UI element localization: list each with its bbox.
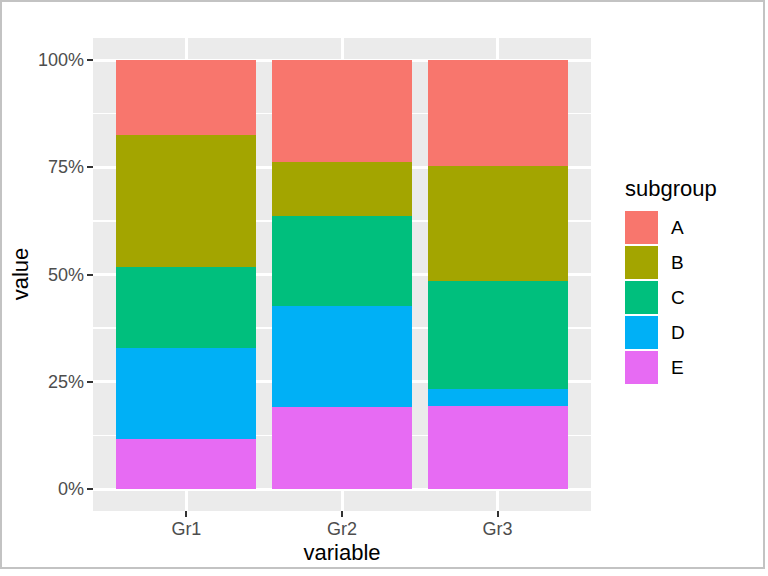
bar-segment-Gr3-B [428, 166, 568, 281]
plot-panel [93, 38, 591, 511]
legend-swatch-E [625, 351, 658, 384]
bar-segment-Gr3-A [428, 60, 568, 166]
bar-segment-Gr3-C [428, 281, 568, 389]
y-tick-mark [87, 274, 93, 276]
legend-label: E [671, 357, 684, 379]
y-tick-mark [87, 381, 93, 383]
x-tick-label: Gr3 [458, 519, 538, 539]
legend: subgroup ABCDE [625, 176, 717, 384]
y-tick-mark [87, 166, 93, 168]
y-tick-label: 100% [20, 50, 84, 70]
legend-item-A: A [625, 211, 717, 244]
percent-stacked-bar-chart: 0%25%50%75%100% Gr1Gr2Gr3 value variable… [0, 0, 768, 576]
legend-swatch-D [625, 316, 658, 349]
y-axis-title: value [8, 248, 34, 301]
bar-segment-Gr1-E [116, 439, 256, 489]
x-tick-label: Gr1 [146, 519, 226, 539]
bar-segment-Gr2-E [272, 407, 412, 489]
legend-label: B [671, 252, 684, 274]
x-tick-mark [497, 511, 499, 517]
legend-item-C: C [625, 281, 717, 314]
legend-title: subgroup [625, 176, 717, 202]
bar-segment-Gr1-C [116, 267, 256, 348]
legend-label: D [671, 322, 685, 344]
legend-item-E: E [625, 351, 717, 384]
x-axis-title: variable [93, 540, 591, 566]
bar-segment-Gr2-A [272, 60, 412, 162]
y-tick-label: 75% [20, 157, 84, 177]
legend-items: ABCDE [625, 211, 717, 384]
bar-segment-Gr1-D [116, 348, 256, 439]
bar-segment-Gr2-D [272, 306, 412, 408]
x-tick-label: Gr2 [302, 519, 382, 539]
screenshot-canvas: 0%25%50%75%100% Gr1Gr2Gr3 value variable… [0, 0, 768, 576]
bar-segment-Gr1-B [116, 135, 256, 267]
legend-item-D: D [625, 316, 717, 349]
y-tick-mark [87, 488, 93, 490]
legend-swatch-B [625, 246, 658, 279]
legend-swatch-A [625, 211, 658, 244]
bar-segment-Gr3-E [428, 406, 568, 489]
bar-segment-Gr1-A [116, 60, 256, 135]
legend-label: A [671, 217, 684, 239]
bar-segment-Gr3-D [428, 389, 568, 406]
bar-segment-Gr2-C [272, 216, 412, 306]
y-tick-label: 25% [20, 372, 84, 392]
y-tick-mark [87, 59, 93, 61]
x-tick-mark [341, 511, 343, 517]
legend-item-B: B [625, 246, 717, 279]
legend-swatch-C [625, 281, 658, 314]
x-tick-mark [185, 511, 187, 517]
legend-label: C [671, 287, 685, 309]
bar-segment-Gr2-B [272, 162, 412, 216]
y-tick-label: 0% [20, 479, 84, 499]
